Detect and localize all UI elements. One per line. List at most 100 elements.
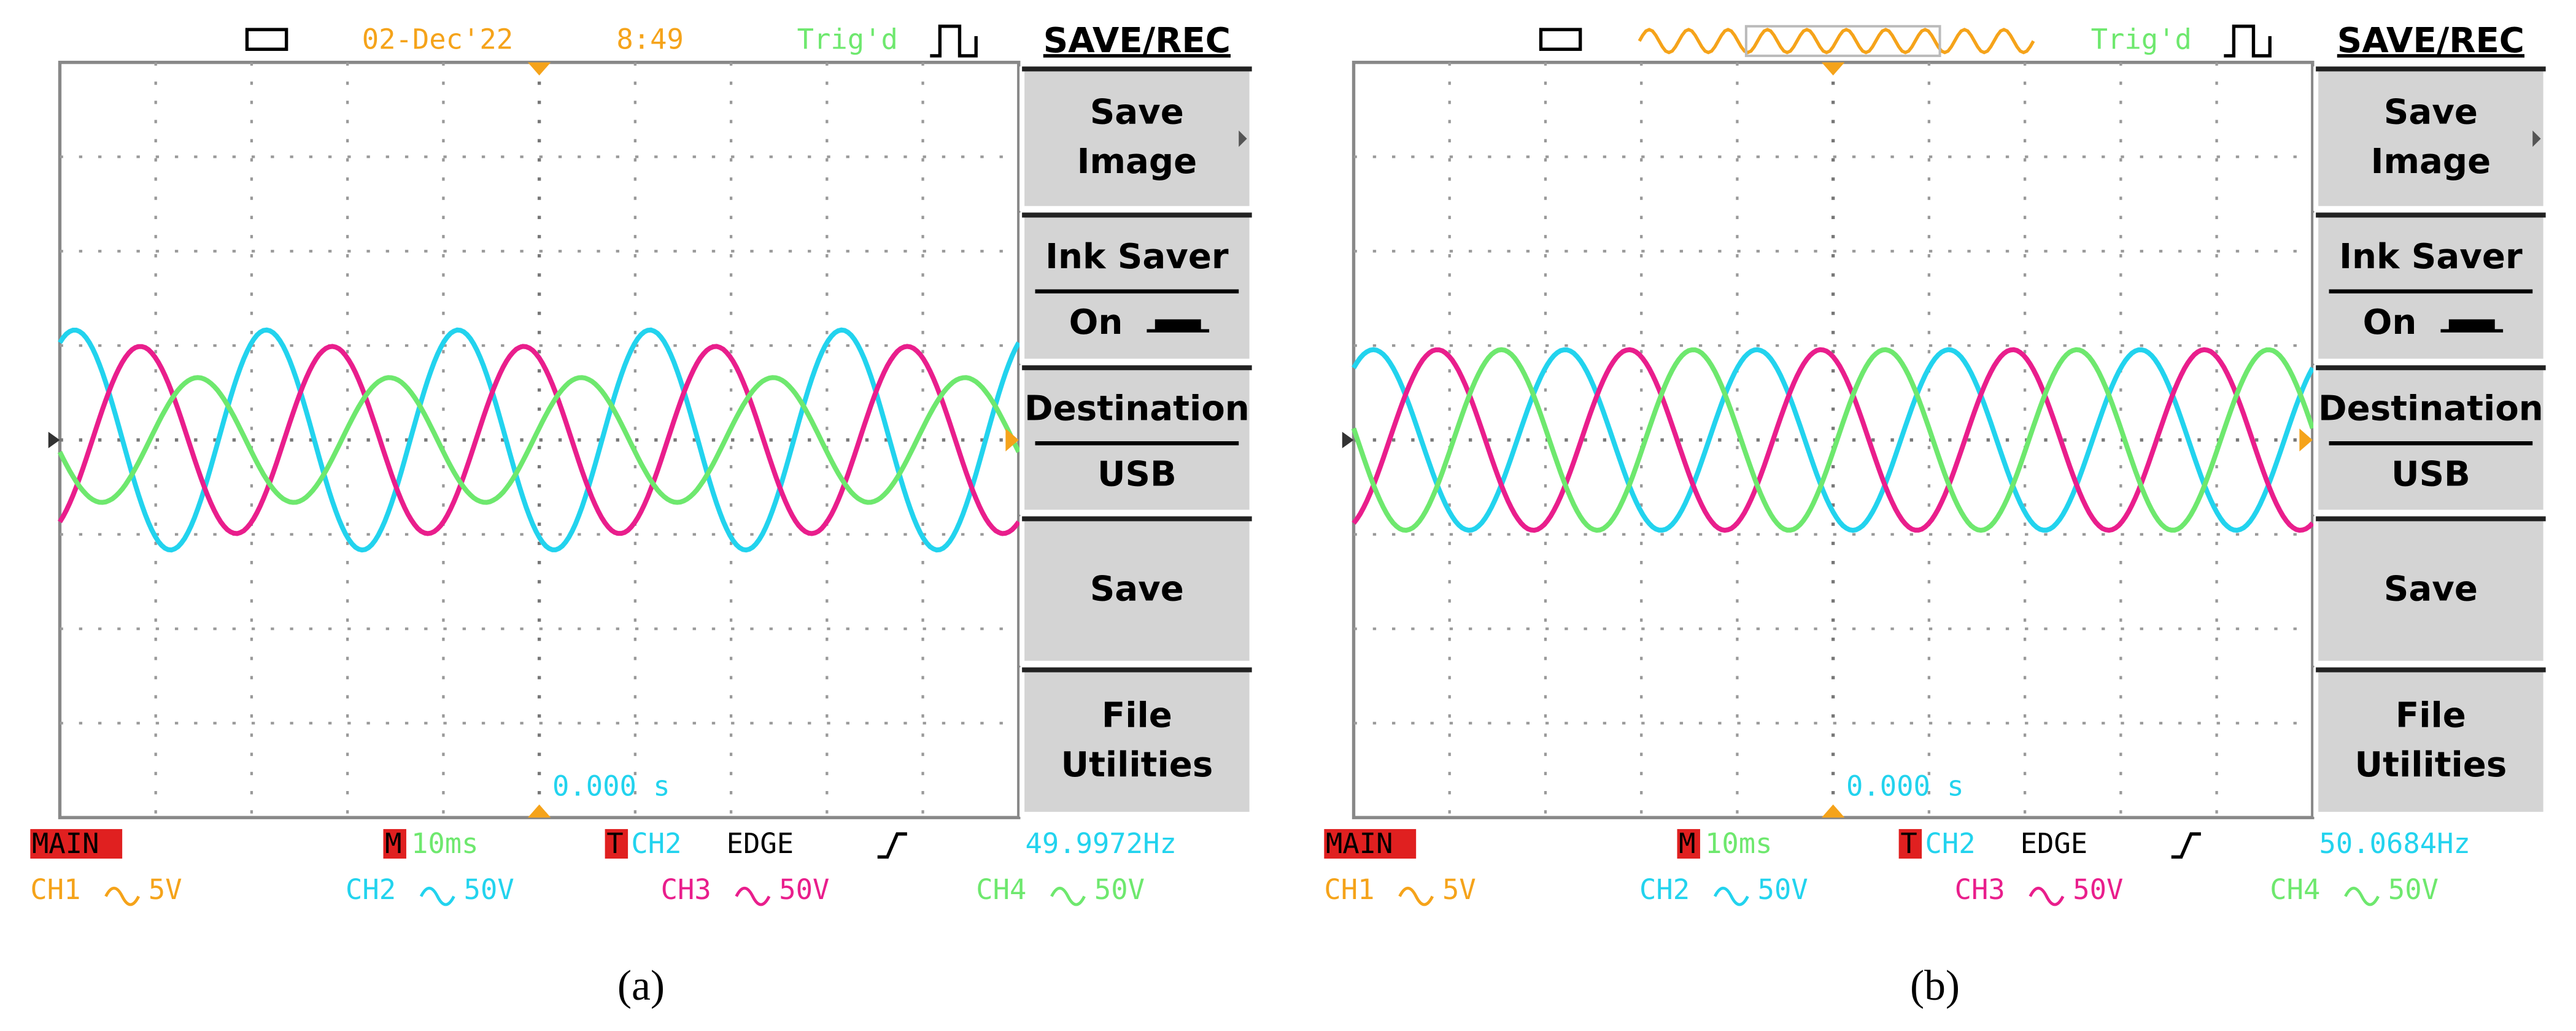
menu-label: Save bbox=[1090, 93, 1184, 133]
waveform bbox=[58, 327, 1021, 553]
menu-label: Save bbox=[1090, 570, 1184, 609]
ac-coupling-icon bbox=[1713, 886, 1749, 906]
mode-box bbox=[30, 828, 123, 859]
menu-label: File bbox=[1102, 696, 1172, 736]
menu-button bbox=[1019, 667, 1255, 817]
frequency: 50.0684Hz bbox=[2319, 827, 2470, 860]
channel-name: CH3 bbox=[1955, 873, 2005, 906]
menu-button bbox=[2313, 212, 2548, 364]
menu-label: Image bbox=[2371, 142, 2491, 182]
trigger-marker-label: T bbox=[1900, 827, 1917, 860]
menu-button bbox=[2313, 365, 2548, 515]
channel-scale: 5V bbox=[1442, 873, 1476, 906]
frequency: 49.9972Hz bbox=[1025, 827, 1176, 860]
menu-label: Utilities bbox=[1061, 745, 1213, 785]
channel-scale: 50V bbox=[2388, 873, 2439, 906]
channel-scale: 50V bbox=[2073, 873, 2123, 906]
ac-coupling-icon bbox=[419, 886, 455, 906]
time-offset: 0.000 s bbox=[552, 770, 670, 803]
channel-scale: 5V bbox=[149, 873, 182, 906]
trigger-icon bbox=[930, 25, 978, 58]
waveform bbox=[1352, 347, 2315, 533]
trigger-marker bbox=[1821, 804, 1845, 818]
ground-marker bbox=[48, 431, 60, 449]
ac-coupling-icon bbox=[2344, 886, 2380, 906]
ink-icon bbox=[2440, 319, 2504, 333]
level-marker bbox=[1005, 428, 1019, 452]
submenu-arrow bbox=[2532, 130, 2541, 147]
time-offset: 0.000 s bbox=[1846, 770, 1964, 803]
trigger-type: EDGE bbox=[727, 827, 794, 860]
m-box bbox=[383, 828, 406, 859]
menu-label: USB bbox=[2391, 454, 2470, 494]
menu-button bbox=[1019, 66, 1255, 211]
menu-label: On bbox=[2363, 303, 2417, 342]
timebase: 10ms bbox=[1705, 827, 1773, 860]
channel-name: CH2 bbox=[1639, 873, 1690, 906]
menu-label: Ink Saver bbox=[1045, 237, 1229, 277]
channel-scale: 50V bbox=[1758, 873, 1808, 906]
trigger-marker-label: T bbox=[606, 827, 623, 860]
channel-name: CH1 bbox=[1324, 873, 1374, 906]
scope-panel: 02-Dec'22 8:49 Trig'd SAVE/REC Save Image Ink … bbox=[30, 20, 1255, 1010]
menu-label: Ink Saver bbox=[2339, 237, 2523, 277]
edge-icon bbox=[2171, 832, 2201, 859]
mode: MAIN bbox=[1326, 827, 1393, 860]
menu-label: Utilities bbox=[2355, 745, 2507, 785]
waveform bbox=[57, 375, 1021, 505]
level-marker bbox=[2299, 428, 2313, 452]
channel-scale: 50V bbox=[1094, 873, 1145, 906]
menu-button bbox=[2313, 667, 2548, 817]
menu-title: SAVE/REC bbox=[1043, 21, 1231, 61]
timebase-marker: M bbox=[1679, 827, 1695, 860]
menu-label: Destination bbox=[1024, 388, 1250, 428]
trigger-source: CH2 bbox=[631, 827, 681, 860]
mode-box bbox=[1324, 828, 1417, 859]
trigger-marker bbox=[527, 804, 551, 818]
timebase-marker: M bbox=[385, 827, 401, 860]
t-box bbox=[1898, 828, 1922, 859]
waveform bbox=[58, 344, 1021, 536]
menu-label: Save bbox=[2384, 570, 2478, 609]
menu-label: On bbox=[1069, 303, 1123, 342]
channel-name: CH2 bbox=[346, 873, 396, 906]
menu-button bbox=[1019, 516, 1255, 666]
waveform bbox=[1352, 347, 2315, 533]
mode: MAIN bbox=[32, 827, 99, 860]
ac-coupling-icon bbox=[2029, 886, 2065, 906]
menu-title: SAVE/REC bbox=[2337, 21, 2524, 61]
menu-label: Save bbox=[2384, 93, 2478, 133]
menu-button bbox=[1019, 365, 1255, 515]
record-overview bbox=[1638, 28, 2035, 55]
channel-name: CH4 bbox=[976, 873, 1026, 906]
channel-name: CH3 bbox=[661, 873, 711, 906]
t-box bbox=[605, 828, 629, 859]
caption: (a) bbox=[617, 962, 665, 1010]
edge-icon bbox=[877, 832, 907, 859]
ac-coupling-icon bbox=[1398, 886, 1434, 906]
trigger-source: CH2 bbox=[1925, 827, 1975, 860]
waveform bbox=[1351, 347, 2315, 533]
trigger-marker bbox=[527, 62, 551, 76]
trigger-status: Trig'd bbox=[2091, 23, 2192, 55]
trigger-marker bbox=[1821, 62, 1845, 76]
menu-title-box bbox=[1022, 20, 1252, 63]
menu-button bbox=[2313, 66, 2548, 211]
usb-icon bbox=[1539, 28, 1582, 51]
caption: (b) bbox=[1910, 962, 1960, 1010]
submenu-arrow bbox=[1239, 130, 1247, 147]
date: 02-Dec'22 bbox=[362, 23, 513, 55]
record-window bbox=[1744, 25, 1941, 57]
ink-icon bbox=[1147, 319, 1210, 333]
trigger-icon bbox=[2224, 25, 2272, 58]
ac-coupling-icon bbox=[735, 886, 771, 906]
menu-label: File bbox=[2396, 696, 2466, 736]
menu-label: Destination bbox=[2318, 388, 2543, 428]
ac-coupling-icon bbox=[1050, 886, 1086, 906]
time: 8:49 bbox=[616, 23, 684, 55]
channel-scale: 50V bbox=[779, 873, 829, 906]
menu-label: Image bbox=[1077, 142, 1197, 182]
timebase: 10ms bbox=[411, 827, 479, 860]
ground-marker bbox=[1342, 431, 1354, 449]
